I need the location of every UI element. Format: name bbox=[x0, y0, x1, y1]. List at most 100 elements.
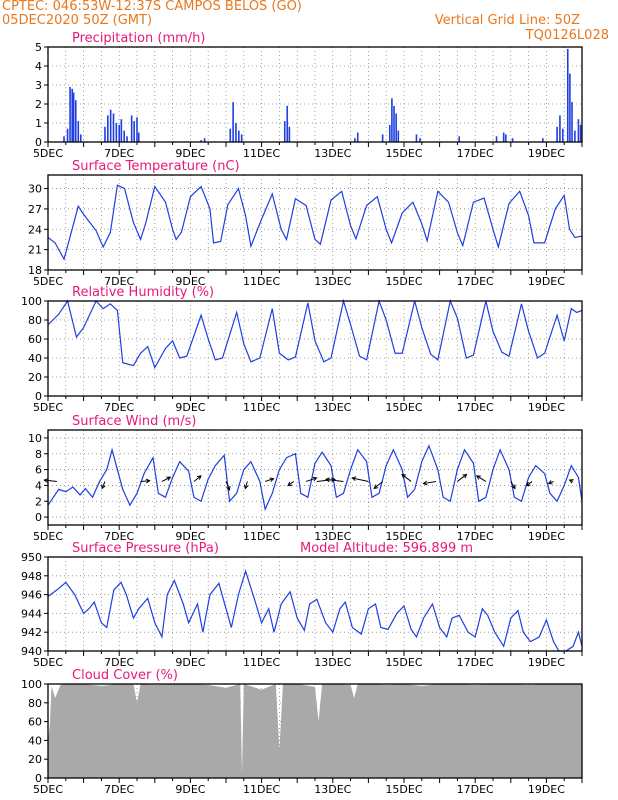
x-tick-label: 13DEC bbox=[314, 147, 351, 160]
wind-arrow-shaft bbox=[373, 481, 383, 489]
precip-bar bbox=[571, 102, 573, 142]
x-tick-label: 5DEC bbox=[33, 275, 63, 288]
y-tick-label: 4 bbox=[35, 479, 42, 492]
y-tick-label: 4 bbox=[35, 60, 42, 73]
wind-arrow-shaft bbox=[225, 481, 230, 491]
precip-bar bbox=[77, 121, 80, 142]
y-tick-label: 1 bbox=[35, 117, 42, 130]
wind-arrow-shaft bbox=[265, 478, 274, 482]
y-tick-label: 80 bbox=[28, 697, 42, 710]
precip-bar bbox=[109, 109, 112, 142]
precip-bar bbox=[393, 105, 395, 142]
x-tick-label: 11DEC bbox=[243, 275, 280, 288]
x-tick-label: 9DEC bbox=[175, 147, 205, 160]
precip-bar bbox=[397, 130, 400, 142]
precip-bar bbox=[69, 86, 71, 142]
precip-bar bbox=[566, 48, 569, 142]
precip-bar bbox=[505, 134, 507, 142]
y-tick-label: 30 bbox=[28, 183, 42, 196]
wind-arrow-head bbox=[547, 480, 553, 485]
wind-series-line bbox=[47, 444, 583, 512]
x-tick-label: 19DEC bbox=[528, 656, 565, 669]
x-tick-label: 19DEC bbox=[528, 783, 565, 796]
precip-bar bbox=[136, 117, 138, 142]
x-tick-label: 11DEC bbox=[243, 147, 280, 160]
y-tick-label: 24 bbox=[28, 223, 42, 236]
wind-arrow-shaft bbox=[244, 481, 248, 489]
wind-arrow-shaft bbox=[140, 480, 150, 482]
x-tick-label: 5DEC bbox=[33, 783, 63, 796]
x-tick-label: 9DEC bbox=[175, 783, 205, 796]
wind-arrow-head bbox=[312, 476, 318, 482]
y-tick-label: 0 bbox=[35, 136, 42, 149]
wind-arrow-head bbox=[196, 475, 202, 480]
precip-bar bbox=[238, 130, 240, 142]
header-station: CPTEC: 046:53W-12:37S CAMPOS BELOS (GO) bbox=[2, 0, 302, 14]
precip-bar bbox=[569, 73, 571, 142]
precip-bar bbox=[381, 134, 384, 142]
x-tick-label: 7DEC bbox=[104, 783, 134, 796]
y-tick-label: 3 bbox=[35, 79, 42, 92]
wind-arrow-head bbox=[243, 484, 249, 490]
x-tick-label: 9DEC bbox=[175, 656, 205, 669]
wind-arrow-head bbox=[401, 473, 407, 479]
wind-arrow-head bbox=[101, 484, 106, 490]
precip-bar bbox=[232, 102, 234, 142]
precip-bar bbox=[235, 123, 237, 142]
precip-bar bbox=[542, 138, 544, 142]
x-tick-label: 19DEC bbox=[528, 530, 565, 543]
y-tick-label: 20 bbox=[28, 753, 42, 766]
wind-arrow-shaft bbox=[423, 480, 437, 485]
x-tick-label: 15DEC bbox=[385, 401, 422, 414]
panel-title: Relative Humidity (%) bbox=[72, 285, 214, 300]
x-tick-label: 13DEC bbox=[314, 401, 351, 414]
y-tick-label: 0 bbox=[35, 390, 42, 403]
y-tick-label: 18 bbox=[28, 264, 42, 277]
wind-arrow-shaft bbox=[457, 474, 467, 482]
wind-arrow-shaft bbox=[325, 478, 344, 482]
precip-bar bbox=[511, 138, 514, 142]
precip-bar bbox=[577, 119, 580, 142]
precip-bar bbox=[395, 113, 397, 142]
wind-arrow-shaft bbox=[287, 481, 294, 487]
x-tick-label: 9DEC bbox=[175, 530, 205, 543]
y-tick-label: 60 bbox=[28, 716, 42, 729]
precip-bar bbox=[388, 124, 391, 142]
wind-arrow-head bbox=[145, 478, 151, 484]
precip-bar bbox=[240, 134, 243, 142]
precip-bar bbox=[561, 128, 564, 142]
x-tick-label: 13DEC bbox=[314, 656, 351, 669]
wind-arrow-shaft bbox=[526, 481, 533, 487]
precip-bar bbox=[203, 138, 206, 142]
precip-bar bbox=[133, 121, 135, 142]
y-tick-label: 5 bbox=[35, 41, 42, 54]
x-tick-label: 15DEC bbox=[385, 147, 422, 160]
precip-bar bbox=[107, 115, 109, 142]
panel-title: Surface Pressure (hPa) bbox=[72, 541, 219, 556]
x-tick-label: 17DEC bbox=[457, 783, 494, 796]
model-altitude-label: Model Altitude: 596.899 m bbox=[300, 541, 473, 556]
wind-arrow-shaft bbox=[44, 479, 57, 482]
precip-bar bbox=[286, 105, 289, 142]
y-tick-label: 0 bbox=[35, 772, 42, 785]
precip-bar bbox=[495, 136, 498, 142]
precip-bar bbox=[229, 128, 232, 142]
x-tick-label: 11DEC bbox=[243, 401, 280, 414]
precip-bar bbox=[354, 138, 356, 142]
wind-arrow-head bbox=[373, 484, 379, 490]
precip-bar bbox=[502, 132, 505, 142]
header-code: TQ0126L028 bbox=[525, 28, 609, 43]
precip-bar bbox=[79, 134, 82, 142]
x-tick-label: 13DEC bbox=[314, 275, 351, 288]
wind-arrow-head bbox=[351, 476, 357, 481]
precip-bar bbox=[126, 136, 128, 142]
x-tick-label: 17DEC bbox=[457, 656, 494, 669]
y-tick-label: 100 bbox=[21, 678, 42, 691]
precip-bar bbox=[391, 98, 393, 142]
x-tick-label: 17DEC bbox=[457, 530, 494, 543]
pressure-panel-frame bbox=[47, 556, 583, 652]
wind-arrow-head bbox=[269, 477, 275, 482]
x-tick-label: 17DEC bbox=[457, 401, 494, 414]
x-tick-label: 17DEC bbox=[457, 147, 494, 160]
precip-bar bbox=[118, 124, 121, 142]
